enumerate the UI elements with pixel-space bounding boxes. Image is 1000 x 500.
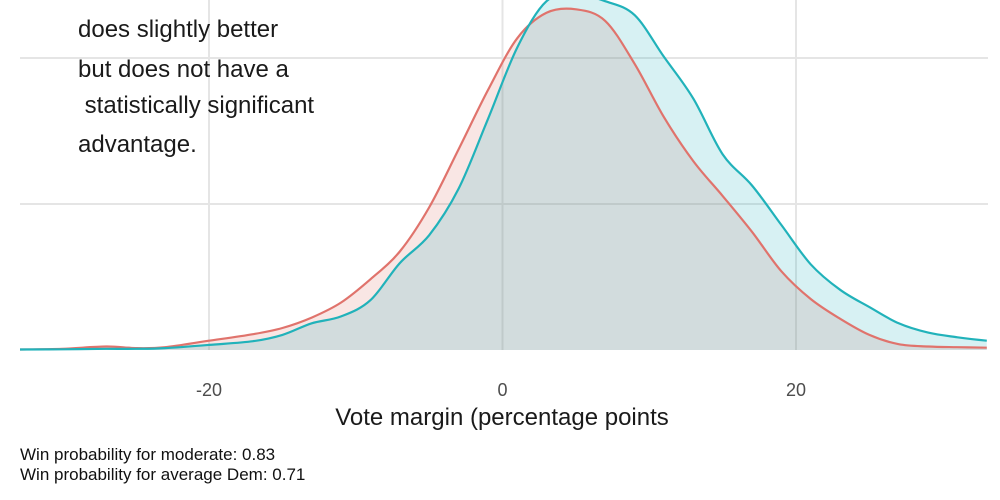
annotation-line: advantage. [78, 131, 197, 158]
density-area-1 [20, 8, 987, 350]
x-axis-title: Vote margin (percentage points [335, 404, 669, 431]
x-axis-ticks: -20 0 20 [196, 380, 806, 400]
annotation-line: does slightly better [78, 16, 278, 43]
density-line-2 [19, 0, 987, 351]
x-tick-label: 0 [497, 380, 507, 400]
x-tick-label: -20 [196, 380, 222, 400]
x-tick-label: 20 [786, 380, 806, 400]
win-probability-average-dem: Win probability for average Dem: 0.71 [20, 465, 306, 484]
density-chart: does slightly better but does not have a… [19, 0, 988, 431]
win-probability-moderate: Win probability for moderate: 0.83 [20, 445, 276, 464]
chart-annotation: does slightly better but does not have a… [78, 16, 314, 158]
annotation-line: but does not have a [78, 56, 289, 83]
annotation-line: statistically significant [78, 92, 314, 119]
density-area-2 [20, 0, 987, 350]
density-series [19, 0, 987, 351]
